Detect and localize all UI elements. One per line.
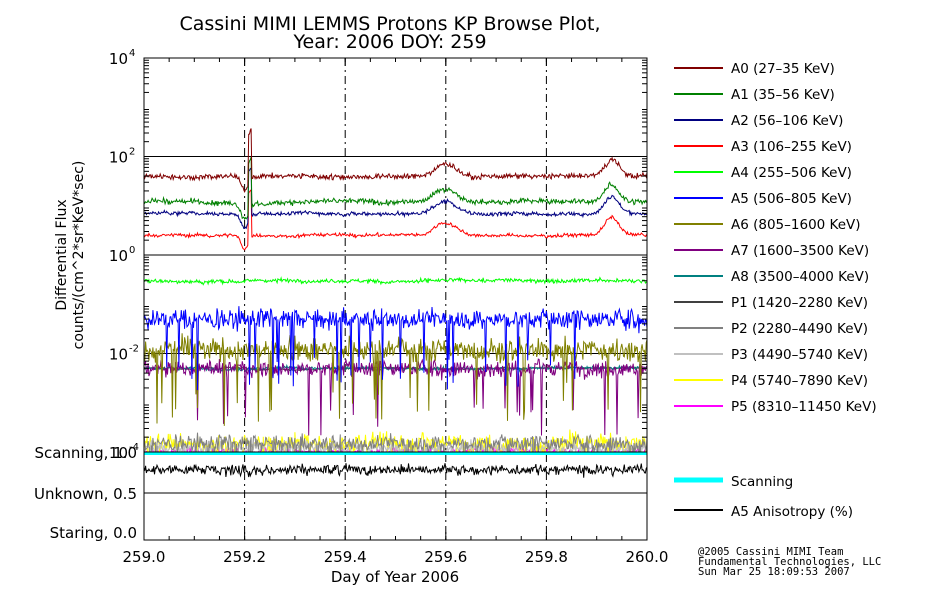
y-axis-label-line2: counts/(cm^2*sr*KeV*sec) [71,161,87,350]
y-tick-label: 10 [109,346,128,364]
legend-label: A2 (56–106 KeV) [731,113,843,129]
legend-label: P5 (8310–11450 KeV) [731,399,877,415]
legend-label: Scanning [731,474,793,490]
y-tick-exponent: 0 [129,245,135,256]
legend-label: P1 (1420–2280 KeV) [731,295,868,311]
legend-label: P4 (5740–7890 KeV) [731,373,868,389]
series-line [144,156,647,221]
y-tick-label: 10 [109,50,128,68]
legend-label: A7 (1600–3500 KeV) [731,243,869,259]
series-line [144,276,647,286]
y-tick-exponent: 2 [129,147,135,158]
x-tick-label: 259.2 [223,548,266,566]
x-tick-label: 259.0 [123,548,166,566]
x-tick-label: 259.4 [324,548,367,566]
lower-y-tick-label: Unknown, 0.5 [34,485,137,503]
legend-label: A6 (805–1600 KeV) [731,217,861,233]
legend-label: P3 (4490–5740 KeV) [731,347,868,363]
x-tick-label: 260.0 [626,548,669,566]
y-tick-exponent: -2 [129,344,139,355]
anisotropy-line [144,463,647,478]
x-axis-label: Day of Year 2006 [331,568,459,586]
x-tick-label: 259.8 [525,548,568,566]
legend-label: A0 (27–35 KeV) [731,61,835,77]
series-line [144,333,647,426]
credit-line3: Sun Mar 25 18:09:53 2007 [698,566,850,578]
legend-label: A3 (106–255 KeV) [731,139,852,155]
y-axis-label: Differential Flux counts/(cm^2*sr*KeV*se… [54,161,87,350]
lower-y-tick-label: Scanning, 1.0 [34,444,137,462]
series-line [144,429,647,452]
legend-label: A5 (506–805 KeV) [731,191,852,207]
series-line [144,432,647,452]
chart-title-line2: Year: 2006 DOY: 259 [292,31,486,53]
lower-panel-series [144,452,647,478]
lower-y-ticks: Scanning, 1.0 Unknown, 0.5 Staring, 0.0 [34,444,137,542]
legend: A0 (27–35 KeV) A1 (35–56 KeV) A2 (56–106 K… [674,61,877,415]
series-line [144,188,647,251]
y-tick-exponent: -4 [129,442,139,453]
legend-label: A1 (35–56 KeV) [731,87,835,103]
legend-label: P2 (2280–4490 KeV) [731,321,868,337]
credit-line2: Fundamental Technologies, LLC [698,556,881,568]
y-tick-label: 10 [109,444,128,462]
upper-panel-series [144,128,647,452]
y-tick-exponent: 4 [129,48,135,59]
legend-label: A4 (255–506 KeV) [731,165,852,181]
legend-label: A8 (3500–4000 KeV) [731,269,869,285]
y-tick-label: 10 [109,149,128,167]
lower-legend: Scanning A5 Anisotropy (%) [674,474,853,520]
chart-title-line1: Cassini MIMI LEMMS Protons KP Browse Plo… [179,13,600,35]
series-line [144,128,647,194]
x-ticks: 259.0 259.2 259.4 259.6 259.8 260.0 [123,58,669,566]
x-tick-label: 259.6 [424,548,467,566]
y-tick-label: 10 [109,247,128,265]
y-axis-label-line1: Differential Flux [54,199,70,310]
series-line [144,167,647,230]
lower-y-tick-label: Staring, 0.0 [50,524,137,542]
legend-label: A5 Anisotropy (%) [731,504,853,520]
series-line [144,306,647,391]
credit-line1: @2005 Cassini MIMI Team [698,546,843,558]
lower-panel-frame [143,451,648,541]
